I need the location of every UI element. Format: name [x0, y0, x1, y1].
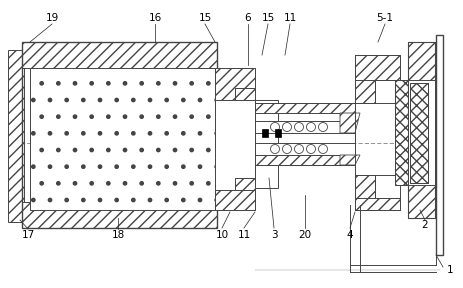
Bar — [407, 80, 434, 185]
Text: 16: 16 — [148, 13, 161, 23]
Polygon shape — [339, 113, 359, 133]
Text: 10: 10 — [215, 230, 228, 240]
Text: 19: 19 — [45, 13, 58, 23]
Polygon shape — [214, 68, 255, 210]
Bar — [8, 50, 24, 222]
Bar — [255, 121, 354, 133]
Text: 11: 11 — [237, 230, 250, 240]
Text: 15: 15 — [261, 13, 274, 23]
Polygon shape — [214, 190, 255, 210]
Text: 17: 17 — [21, 230, 35, 240]
Text: 11: 11 — [283, 13, 296, 23]
Circle shape — [270, 145, 279, 154]
Text: 4: 4 — [346, 230, 352, 240]
Circle shape — [306, 122, 315, 132]
Bar — [407, 42, 434, 218]
Bar — [255, 103, 354, 165]
Text: 3: 3 — [270, 230, 277, 240]
Bar — [409, 83, 427, 183]
Bar — [255, 103, 354, 113]
Bar — [394, 80, 412, 185]
Text: 20: 20 — [298, 230, 311, 240]
Circle shape — [318, 122, 327, 132]
Text: 5-1: 5-1 — [375, 13, 393, 23]
Bar — [409, 83, 427, 183]
Bar — [22, 202, 217, 228]
Polygon shape — [354, 175, 399, 210]
Circle shape — [318, 145, 327, 154]
Bar — [255, 100, 277, 188]
Bar — [262, 129, 268, 137]
Circle shape — [294, 122, 303, 132]
Circle shape — [282, 122, 291, 132]
Polygon shape — [354, 55, 399, 103]
Bar — [22, 42, 217, 228]
Bar — [30, 68, 214, 210]
Text: 2: 2 — [421, 220, 427, 230]
Circle shape — [294, 145, 303, 154]
Circle shape — [270, 122, 279, 132]
Polygon shape — [214, 68, 255, 100]
Text: 15: 15 — [198, 13, 211, 23]
Circle shape — [282, 145, 291, 154]
Bar — [275, 129, 281, 137]
Text: 1: 1 — [446, 265, 452, 275]
Circle shape — [306, 145, 315, 154]
Text: 18: 18 — [111, 230, 125, 240]
Bar — [255, 155, 354, 165]
Polygon shape — [234, 88, 255, 100]
Bar — [407, 42, 434, 218]
Bar — [394, 80, 412, 185]
Bar — [255, 143, 354, 155]
Bar — [354, 55, 399, 210]
Bar — [435, 35, 442, 255]
Text: 6: 6 — [244, 13, 251, 23]
Polygon shape — [339, 155, 359, 165]
Polygon shape — [234, 178, 255, 190]
Bar — [22, 42, 217, 68]
